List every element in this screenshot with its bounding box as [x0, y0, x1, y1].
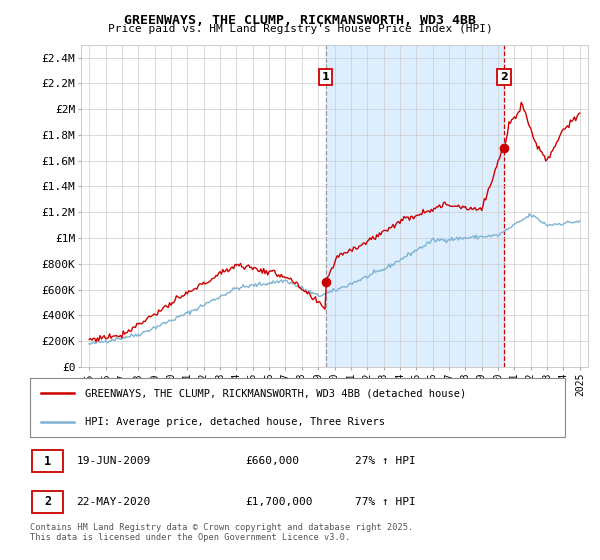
Text: 77% ↑ HPI: 77% ↑ HPI	[355, 497, 416, 507]
Text: 2: 2	[500, 72, 508, 82]
FancyBboxPatch shape	[29, 378, 565, 437]
Text: Price paid vs. HM Land Registry's House Price Index (HPI): Price paid vs. HM Land Registry's House …	[107, 24, 493, 34]
FancyBboxPatch shape	[32, 450, 62, 472]
Text: Contains HM Land Registry data © Crown copyright and database right 2025.
This d: Contains HM Land Registry data © Crown c…	[29, 522, 413, 542]
Text: £660,000: £660,000	[245, 456, 299, 466]
FancyBboxPatch shape	[32, 491, 62, 513]
Text: GREENWAYS, THE CLUMP, RICKMANSWORTH, WD3 4BB (detached house): GREENWAYS, THE CLUMP, RICKMANSWORTH, WD3…	[85, 388, 466, 398]
Bar	[326, 45, 504, 367]
Text: HPI: Average price, detached house, Three Rivers: HPI: Average price, detached house, Thre…	[85, 417, 385, 427]
Text: 27% ↑ HPI: 27% ↑ HPI	[355, 456, 416, 466]
Text: £1,700,000: £1,700,000	[245, 497, 313, 507]
Text: 19-JUN-2009: 19-JUN-2009	[76, 456, 151, 466]
Text: 2: 2	[44, 496, 51, 508]
Text: 1: 1	[44, 455, 51, 468]
Text: 1: 1	[322, 72, 329, 82]
Text: 22-MAY-2020: 22-MAY-2020	[76, 497, 151, 507]
Text: GREENWAYS, THE CLUMP, RICKMANSWORTH, WD3 4BB: GREENWAYS, THE CLUMP, RICKMANSWORTH, WD3…	[124, 14, 476, 27]
